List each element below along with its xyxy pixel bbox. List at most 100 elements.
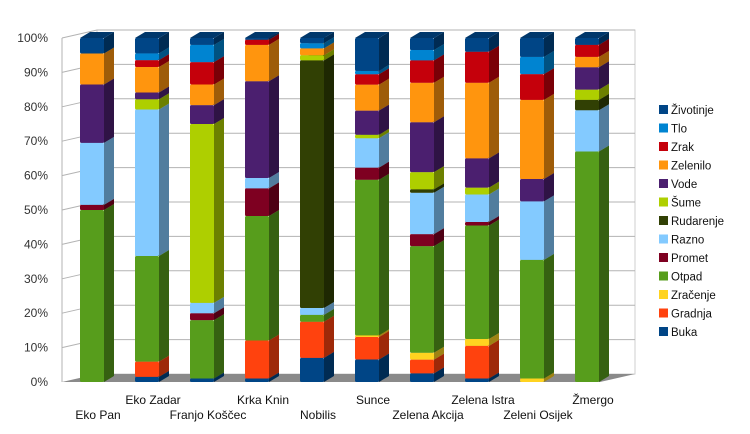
bar-side: [159, 60, 169, 93]
bar-segment-životinje: [520, 32, 554, 57]
bar-front: [135, 361, 159, 377]
legend-label: Promet: [671, 253, 709, 265]
legend-label: Razno: [671, 235, 704, 247]
bar-front: [355, 179, 379, 336]
bar-top: [245, 32, 279, 38]
y-tick-label: 50%: [24, 203, 48, 217]
legend-swatch: [659, 197, 668, 207]
bar-front: [355, 167, 379, 180]
bar-front: [575, 99, 599, 111]
bar-side: [269, 372, 279, 382]
bar-front: [245, 44, 269, 82]
bar-side: [489, 76, 499, 159]
bar-side: [269, 172, 279, 189]
legend-label: Šume: [671, 197, 701, 210]
bar-side: [544, 372, 554, 382]
bar-stack: [190, 32, 224, 382]
bar-segment-životinje: [245, 32, 279, 40]
bar-segment-gradnja: [245, 334, 279, 379]
bar-segment-otpad: [355, 173, 389, 336]
legend-swatch: [659, 160, 668, 170]
bar-side: [544, 195, 554, 260]
bar-side: [324, 54, 334, 309]
bar-top: [355, 32, 389, 38]
bar-front: [465, 82, 489, 159]
bar-front: [300, 43, 324, 49]
bar-front: [300, 321, 324, 358]
legend-item: Životinje: [659, 104, 714, 117]
bar-front: [355, 335, 379, 338]
bar-segment-razno: [80, 136, 114, 205]
x-tick-label: Franjo Koščec: [170, 408, 247, 422]
bar-front: [575, 151, 599, 382]
bar-segment-otpad: [575, 145, 609, 382]
bar-front: [135, 66, 159, 93]
bar-side: [159, 54, 169, 67]
y-tick-label: 90%: [24, 65, 48, 79]
bar-top: [575, 32, 609, 38]
legend-item: Šume: [659, 197, 701, 210]
bar-side: [434, 54, 444, 83]
bar-segment-otpad: [245, 210, 279, 341]
bar-stack: [520, 32, 554, 382]
bar-side: [544, 253, 554, 379]
bar-front: [355, 138, 379, 168]
bar-top: [410, 32, 444, 38]
bar-side: [159, 32, 169, 54]
bar-top: [80, 32, 114, 38]
bar-side: [434, 44, 444, 61]
bar-side: [324, 32, 334, 44]
bar-front: [300, 314, 324, 322]
bar-front: [410, 352, 434, 360]
bar-segment-otpad: [520, 253, 554, 379]
bar-front: [245, 178, 269, 189]
bar-side: [159, 93, 169, 110]
bar-front: [245, 38, 269, 40]
bar-front: [135, 60, 159, 67]
bar-side: [489, 219, 499, 339]
bar-front: [135, 109, 159, 256]
bar-top: [300, 32, 334, 38]
bar-side: [599, 50, 609, 68]
bar-side: [324, 315, 334, 358]
bar-front: [520, 38, 544, 57]
legend-swatch: [659, 308, 668, 318]
bar-side: [159, 249, 169, 362]
x-tick-label: Zelena Istra: [451, 393, 515, 407]
bar-side: [489, 372, 499, 382]
legend-swatch: [659, 234, 668, 244]
bar-segment-životinje: [190, 32, 224, 45]
bar-front: [190, 38, 214, 45]
bar-front: [355, 337, 379, 360]
bar-front: [190, 313, 214, 321]
bar-side: [269, 182, 279, 217]
legend-swatch: [659, 123, 668, 133]
bar-segment-životinje: [575, 32, 609, 45]
bar-side: [489, 181, 499, 195]
bar-front: [300, 48, 324, 56]
bar-front: [300, 60, 324, 309]
bar-front: [245, 216, 269, 341]
bar-segment-zelenilo: [245, 38, 279, 82]
bar-segment-otpad: [410, 240, 444, 353]
bar-side: [214, 38, 224, 63]
bar-front: [520, 179, 544, 202]
legend-item: Buka: [659, 327, 698, 339]
legend-swatch: [659, 179, 668, 188]
bar-side: [434, 116, 444, 173]
bar-side: [269, 33, 279, 45]
bar-front: [410, 192, 434, 235]
bar-side: [434, 240, 444, 353]
bar-side: [379, 132, 389, 168]
legend-label: Zrak: [671, 142, 694, 154]
bar-front: [135, 38, 159, 54]
bar-segment-rudarenje: [300, 54, 334, 309]
bar-front: [190, 105, 214, 124]
bar-top: [465, 32, 499, 38]
bar-front: [190, 378, 214, 382]
bar-front: [135, 99, 159, 110]
bar-segment-gradnja: [300, 315, 334, 358]
bar-front: [520, 201, 544, 260]
bar-segment-razno: [135, 103, 169, 256]
bar-front: [520, 259, 544, 379]
